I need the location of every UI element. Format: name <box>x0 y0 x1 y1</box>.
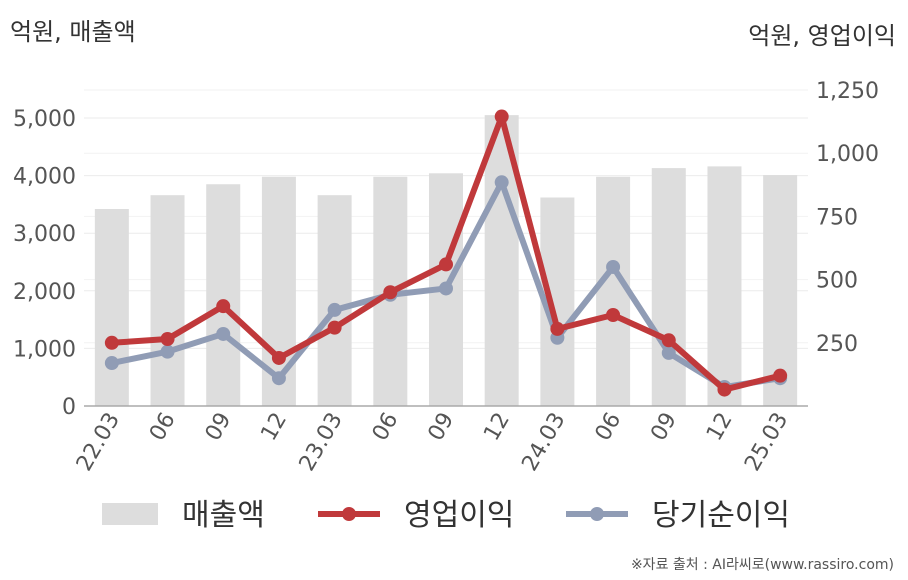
right-tick-label: 250 <box>816 332 858 357</box>
bar-revenue <box>651 168 686 406</box>
legend-label-operating-profit: 영업이익 <box>404 498 514 533</box>
x-tick-label: 06 <box>591 409 627 446</box>
left-tick-label: 2,000 <box>13 280 76 305</box>
bar-revenue <box>596 176 631 406</box>
bar-revenue <box>206 184 241 406</box>
legend-swatch-revenue <box>102 503 158 525</box>
left-tick-label: 0 <box>62 395 76 420</box>
x-tick-label: 06 <box>145 409 181 446</box>
right-axis-unit: 억원, 영업이익 <box>748 22 896 50</box>
operating-profit-point <box>606 307 621 322</box>
legend-marker-net-income <box>590 507 604 521</box>
legend-marker-operating-profit <box>342 507 356 521</box>
operating-profit-point <box>550 321 565 336</box>
bar-revenue <box>150 195 185 406</box>
net-income-point <box>606 259 621 274</box>
operating-profit-point <box>439 257 453 272</box>
net-income-point <box>160 344 175 359</box>
net-income-point <box>216 326 231 341</box>
operating-profit-point <box>717 382 732 397</box>
right-tick-label: 1,250 <box>816 79 879 104</box>
bar-revenue <box>763 175 798 406</box>
operating-profit-point <box>104 335 119 350</box>
left-axis-unit: 억원, 매출액 <box>10 18 136 46</box>
x-tick-label: 12 <box>702 409 738 446</box>
net-income-point <box>494 175 509 190</box>
left-tick-label: 1,000 <box>13 337 76 362</box>
net-income-point <box>439 281 453 296</box>
operating-profit-point <box>773 368 788 383</box>
x-tick-label: 09 <box>201 409 237 446</box>
legend-label-net-income: 당기순이익 <box>652 498 790 533</box>
left-tick-label: 3,000 <box>13 222 76 247</box>
left-tick-label: 5,000 <box>13 107 76 132</box>
net-income-point <box>271 371 286 386</box>
right-tick-label: 500 <box>816 269 858 294</box>
operating-profit-point <box>494 109 509 124</box>
operating-profit-point <box>661 333 676 348</box>
bar-revenue <box>94 209 129 406</box>
net-income-point <box>327 302 342 317</box>
operating-profit-point <box>383 285 398 300</box>
x-tick-label: 06 <box>368 409 404 446</box>
bar-revenue <box>707 166 742 406</box>
left-tick-label: 4,000 <box>13 165 76 190</box>
source-credit: ※자료 출처 : AI라씨로(www.rassiro.com) <box>630 557 894 573</box>
legend-label-revenue: 매출액 <box>182 498 265 533</box>
right-tick-label: 1,000 <box>816 142 879 167</box>
net-income-point <box>661 345 676 360</box>
x-tick-label: 24.03 <box>517 409 570 476</box>
operating-profit-point <box>327 320 342 335</box>
net-income-point <box>104 356 119 371</box>
right-tick-label: 750 <box>816 205 858 230</box>
operating-profit-point <box>160 332 175 347</box>
x-tick-label: 23.03 <box>295 409 348 476</box>
x-tick-label: 09 <box>424 409 460 446</box>
x-tick-label: 09 <box>646 409 682 446</box>
x-tick-label: 25.03 <box>740 409 793 476</box>
x-tick-label: 22.03 <box>72 409 125 476</box>
operating-profit-point <box>271 350 286 365</box>
x-tick-label: 12 <box>256 409 292 446</box>
operating-profit-point <box>216 299 231 314</box>
bar-revenue <box>317 195 352 406</box>
x-tick-label: 12 <box>479 409 515 446</box>
